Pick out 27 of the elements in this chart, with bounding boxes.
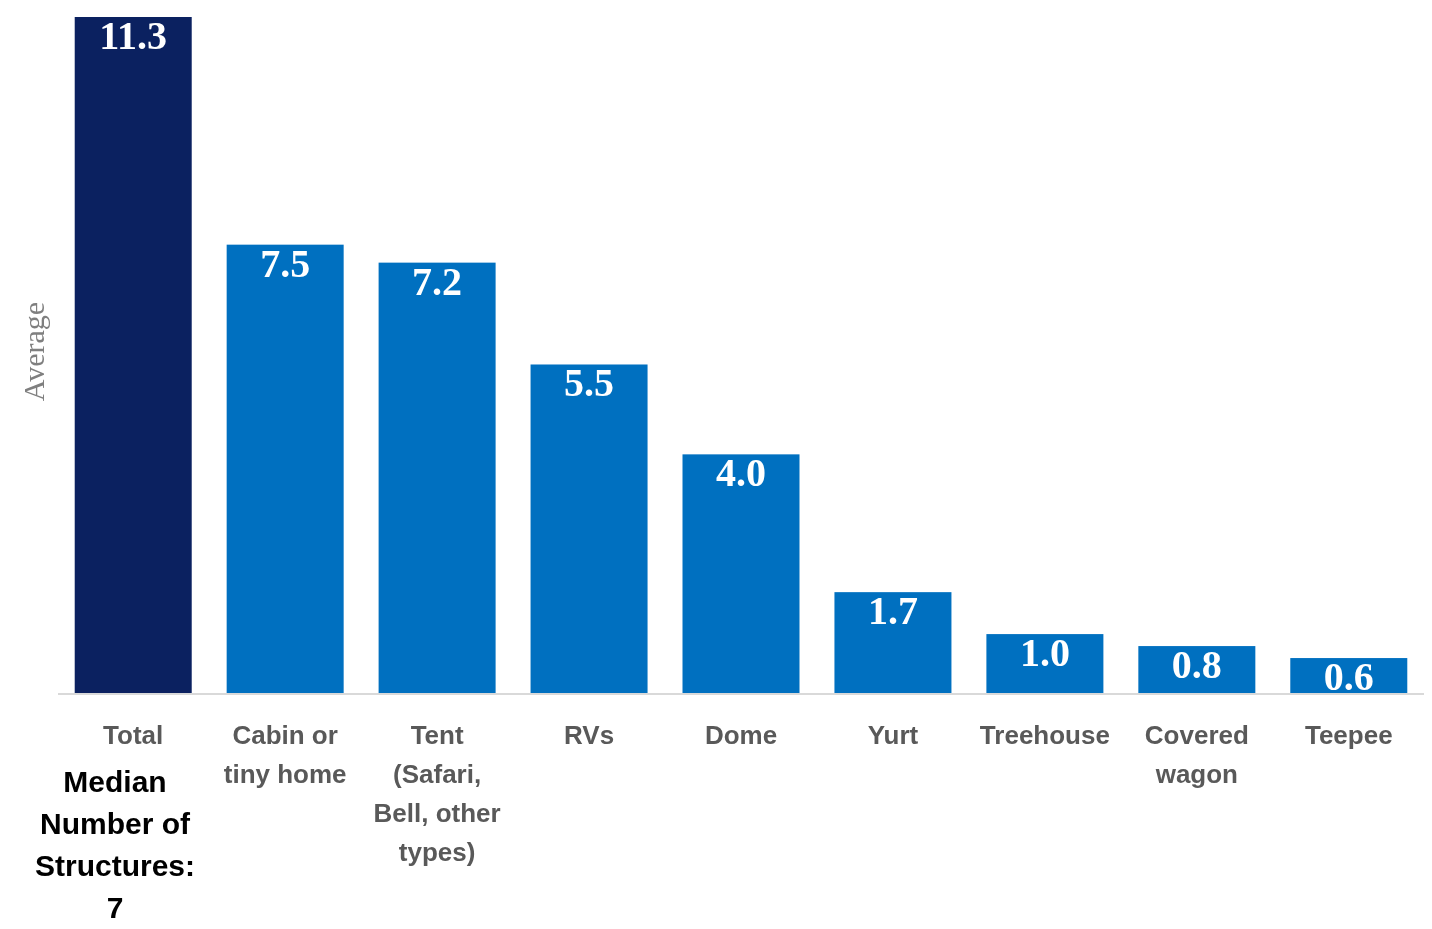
data-label: 1.7 bbox=[867, 588, 918, 634]
x-tick-label: Teepee bbox=[1304, 720, 1393, 750]
data-label: 5.5 bbox=[564, 360, 615, 406]
bar bbox=[682, 454, 800, 694]
data-label: 11.3 bbox=[99, 13, 168, 58]
data-label: 0.6 bbox=[1323, 654, 1374, 700]
x-tick-label: Treehouse bbox=[979, 720, 1110, 750]
bar bbox=[530, 364, 648, 694]
x-tick-label: Tent (Safari, Bell, other types) bbox=[373, 720, 501, 867]
bar bbox=[834, 592, 952, 694]
data-label: 7.2 bbox=[412, 258, 463, 304]
text: Median Number of Structures: 7 bbox=[34, 765, 196, 924]
x-tick-label: Yurt bbox=[867, 720, 919, 750]
bar bbox=[74, 17, 192, 694]
x-tick-label: Covered wagon bbox=[1144, 720, 1249, 789]
data-label: 4.0 bbox=[716, 450, 766, 496]
y-axis-title: Average bbox=[17, 301, 50, 402]
data-label: 1.0 bbox=[1019, 630, 1070, 676]
data-label: 7.5 bbox=[260, 240, 311, 286]
bar bbox=[226, 244, 344, 694]
bar bbox=[986, 634, 1104, 694]
bar bbox=[378, 262, 496, 694]
data-label: 0.8 bbox=[1171, 642, 1222, 688]
x-tick-label: Dome bbox=[704, 720, 778, 750]
x-tick-label: RVs bbox=[564, 720, 615, 750]
x-tick-label: Cabin or tiny home bbox=[223, 720, 347, 789]
x-tick-label: Total bbox=[103, 720, 164, 750]
